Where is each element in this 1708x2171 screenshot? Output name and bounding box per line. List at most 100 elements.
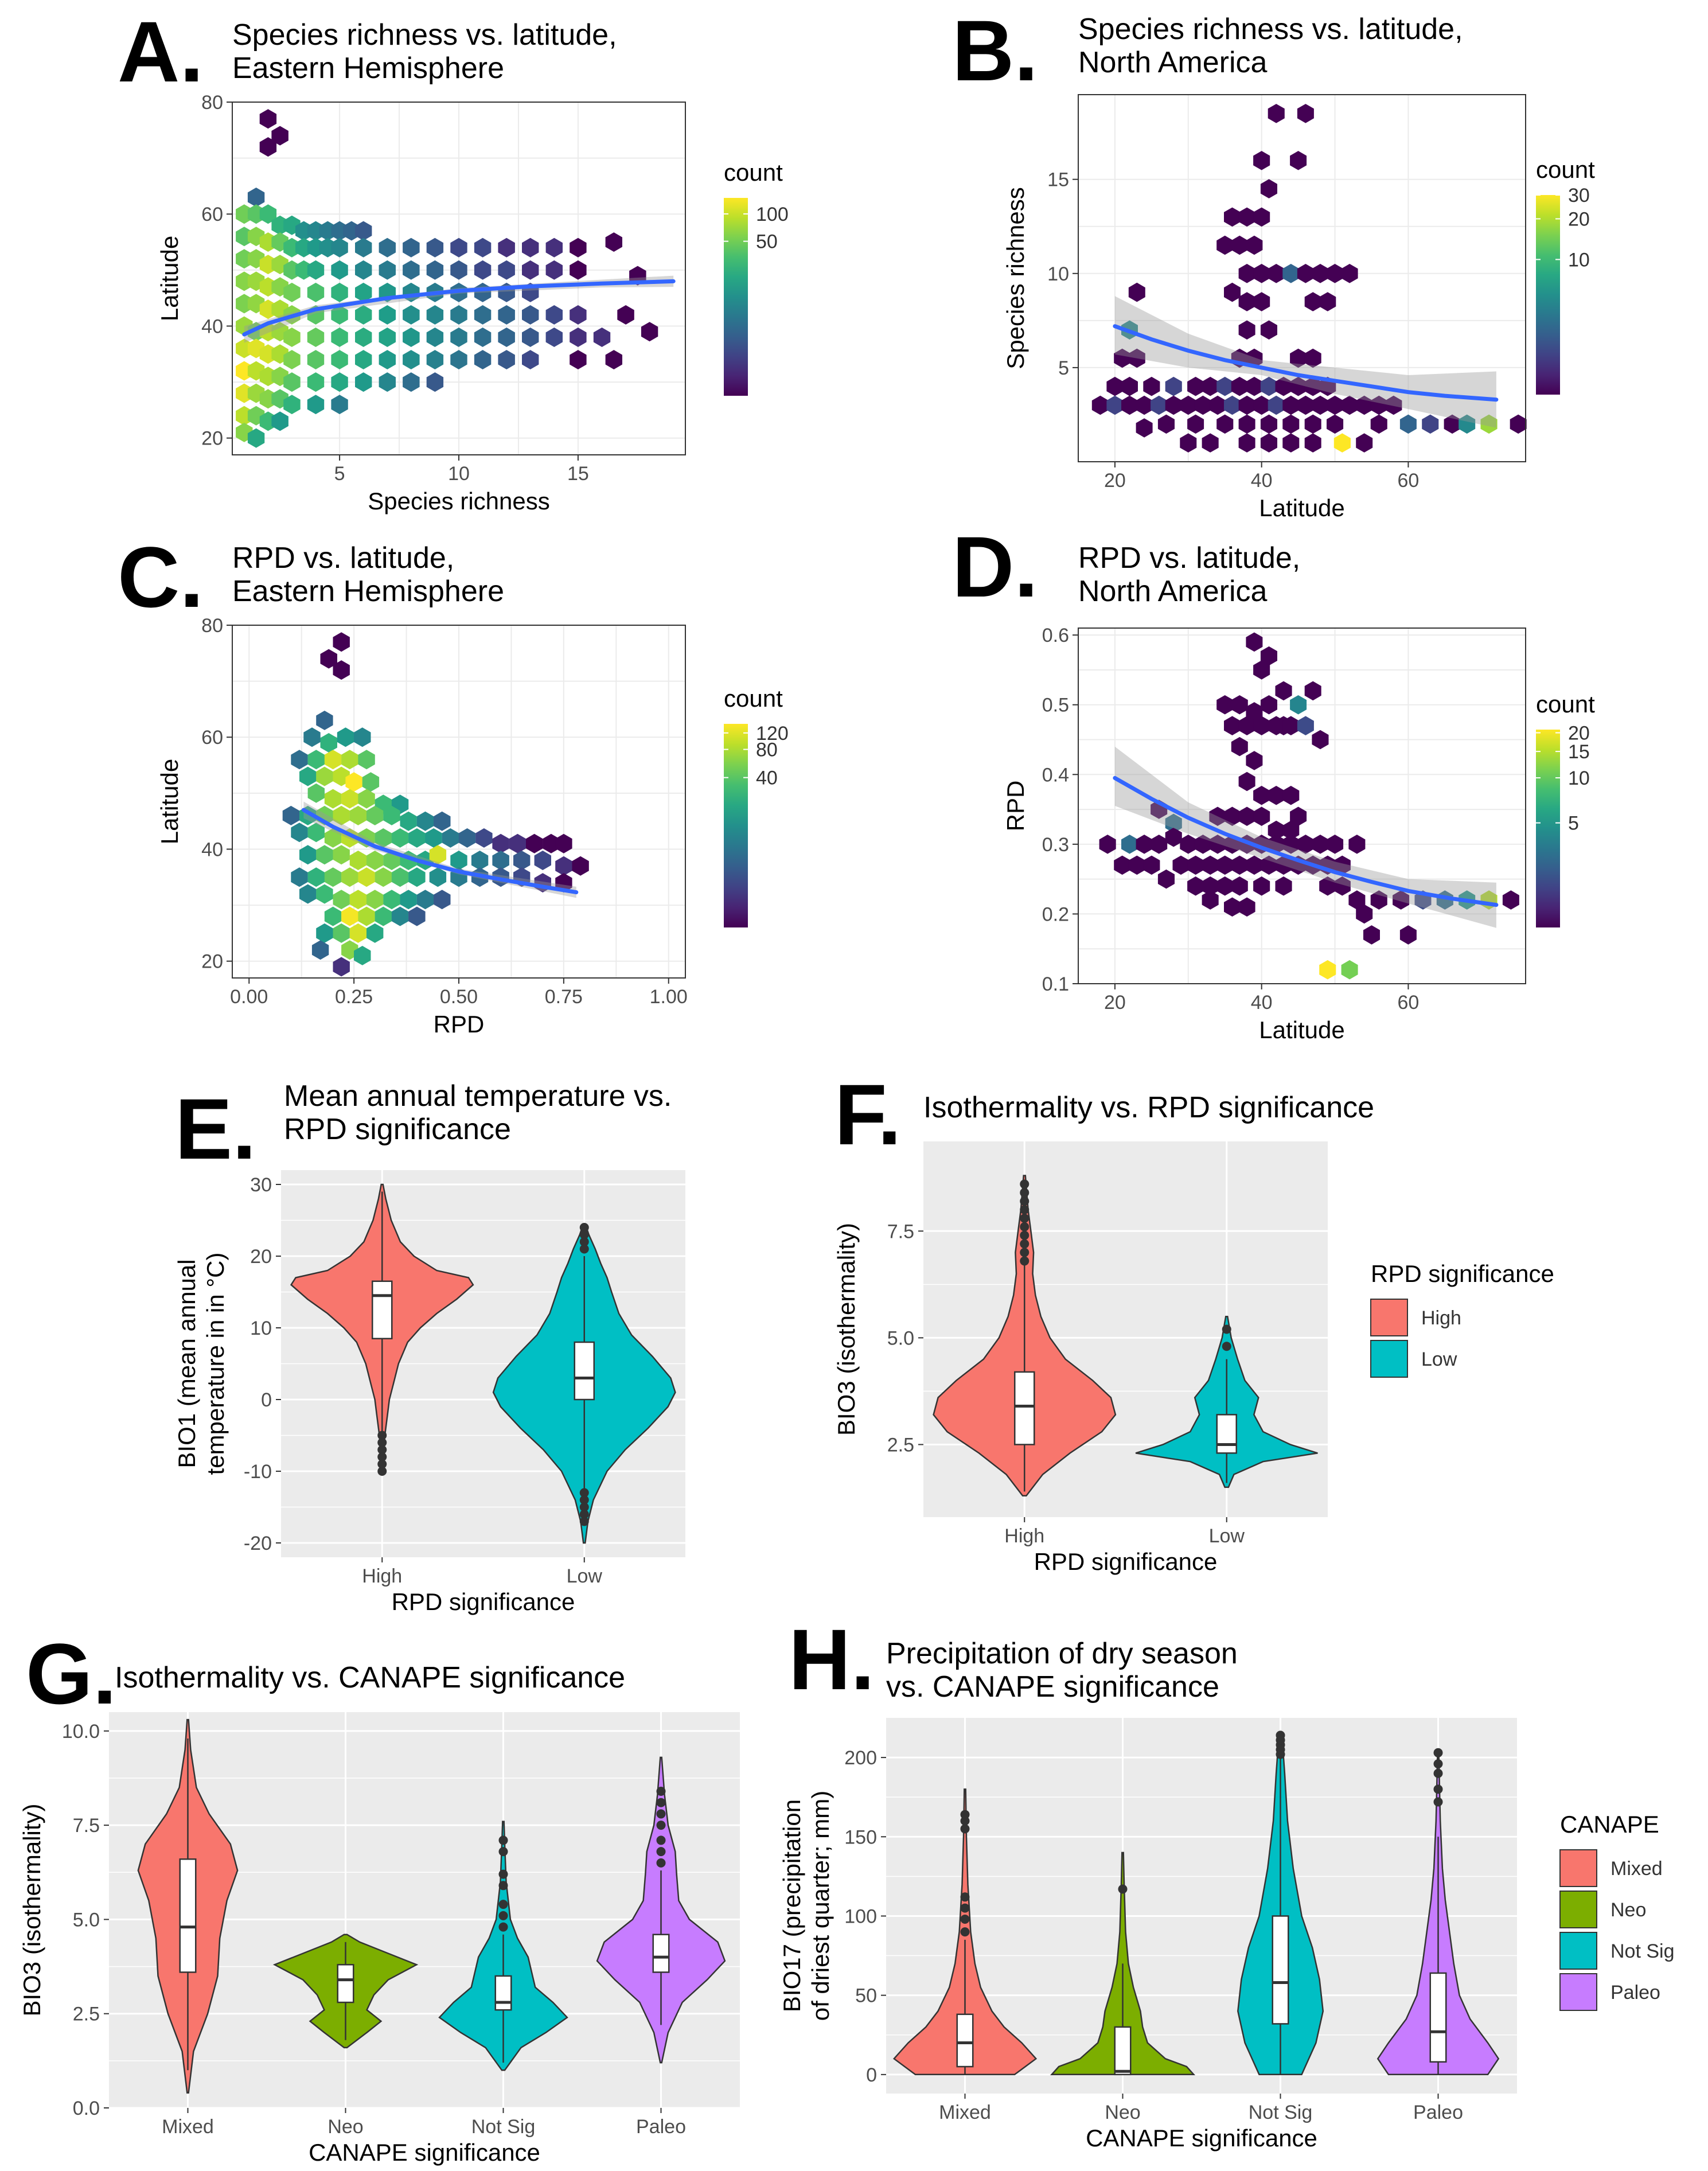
outlier-point: [1276, 1730, 1285, 1740]
outlier-point: [579, 1244, 589, 1254]
hex-bin: [355, 260, 372, 280]
outlier-point: [377, 1438, 387, 1447]
hex-bin: [383, 805, 400, 825]
outlier-point: [1020, 1205, 1030, 1215]
x-tick-label: 0.00: [230, 986, 268, 1008]
hex-bin: [1253, 395, 1270, 415]
panel-letter: D.: [952, 519, 1038, 615]
legend-key: [1370, 1340, 1408, 1378]
hex-bin: [1180, 395, 1197, 415]
outlier-point: [960, 1914, 970, 1924]
x-tick-label: High: [1004, 1525, 1044, 1547]
hex-bin: [1304, 376, 1321, 396]
x-tick-label: Mixed: [162, 2116, 214, 2138]
hex-bin: [408, 828, 426, 848]
y-tick-label: 0.0: [73, 2098, 100, 2119]
outlier-point: [960, 1927, 970, 1937]
hex-bin: [498, 350, 515, 369]
legend-title: RPD significance: [1371, 1260, 1554, 1287]
outlier-point: [656, 1787, 666, 1796]
panel-b: B. Species richness vs. latitude,North Am…: [952, 2, 1595, 521]
box: [652, 1934, 670, 1973]
x-tick-label: Low: [567, 1565, 603, 1587]
panel-title: RPD vs. latitude,: [232, 541, 454, 575]
fit-line: [242, 279, 676, 337]
hex-bin: [1399, 925, 1417, 945]
hex-bin: [1202, 876, 1219, 896]
x-axis-title: RPD significance: [1034, 1548, 1218, 1575]
x-axis-title: Species richness: [368, 488, 549, 515]
hex-bin: [1246, 751, 1263, 770]
hex-bin: [1202, 855, 1219, 875]
plot-border: [1078, 627, 1526, 984]
colorbar: [724, 724, 748, 927]
hex-bin: [474, 237, 492, 258]
hex-bin: [1224, 395, 1241, 415]
legend-title: count: [724, 685, 783, 712]
hex-bin: [1224, 806, 1241, 826]
hex-bin: [545, 260, 563, 280]
panel-g: G.Isothermality vs. CANAPE significance M…: [18, 1626, 740, 2166]
hex-bin: [1202, 890, 1219, 910]
colorbar-label: 40: [756, 767, 778, 789]
hex-bin: [1136, 395, 1153, 415]
hex-bin: [379, 305, 396, 325]
hex-bin: [320, 649, 337, 669]
y-axis-title: BIO3 (isothermality): [18, 1803, 45, 2016]
hex-bin: [341, 906, 358, 926]
hex-bin: [1187, 855, 1204, 875]
y-axis-title: of driest quarter; mm): [807, 1791, 834, 2021]
x-tick-label: 15: [567, 463, 589, 485]
x-tick-label: 60: [1397, 992, 1419, 1014]
hex-bin: [1297, 395, 1314, 415]
hex-bin: [1114, 348, 1131, 368]
hex-bin: [1290, 376, 1307, 396]
hex-bin: [522, 237, 539, 258]
y-tick-label: 0.3: [1042, 834, 1069, 856]
hex-bin: [1253, 264, 1270, 283]
y-tick-label: 20: [250, 1246, 272, 1268]
hex-bin: [1231, 736, 1248, 757]
plot-border: [1078, 94, 1526, 462]
hex-bin: [1136, 418, 1153, 438]
hex-bin: [316, 845, 333, 865]
x-axis-title: RPD significance: [392, 1588, 575, 1615]
panel-d: D. RPD vs. latitude,North America 20 40 60 0.…: [952, 519, 1595, 1043]
box: [1114, 2026, 1132, 2076]
outlier-point: [579, 1495, 589, 1505]
x-tick-label: 40: [1251, 992, 1273, 1014]
y-tick-label: 5.0: [73, 1909, 100, 1931]
hex-bin: [1275, 855, 1292, 875]
hex-bin: [1194, 835, 1211, 854]
outlier-point: [377, 1452, 387, 1461]
hex-bin: [355, 237, 372, 258]
hex-bin: [1268, 264, 1285, 283]
colorbar: [724, 198, 748, 396]
hex-bin: [1165, 827, 1182, 847]
y-tick-label: 10: [250, 1318, 272, 1339]
hex-bin: [403, 328, 420, 347]
hex-bin: [366, 851, 384, 870]
hex-bin: [1172, 855, 1190, 875]
y-tick-label: 0.6: [1042, 625, 1069, 646]
hex-bin: [1253, 292, 1270, 311]
legend-key: [1370, 1299, 1408, 1336]
outlier-point: [1433, 1797, 1443, 1807]
y-axis-title: Species richness: [1002, 187, 1029, 369]
hex-bin: [331, 395, 348, 415]
hex-bin: [1356, 433, 1373, 453]
hex-bin: [333, 632, 350, 652]
hex-bin: [1231, 855, 1248, 875]
hex-bin: [400, 811, 417, 831]
outlier-point: [498, 1922, 508, 1932]
hex-bin: [1341, 264, 1358, 283]
box: [1014, 1371, 1035, 1445]
hex-bin: [1268, 716, 1285, 735]
y-axis-title: RPD: [1002, 781, 1029, 832]
hex-bin: [1216, 695, 1234, 715]
hex-bin: [331, 237, 348, 258]
x-tick-label: 0.25: [335, 986, 373, 1008]
x-tick-label: Paleo: [636, 2116, 686, 2138]
hex-bin: [1297, 835, 1314, 854]
outlier-point: [656, 1821, 666, 1830]
